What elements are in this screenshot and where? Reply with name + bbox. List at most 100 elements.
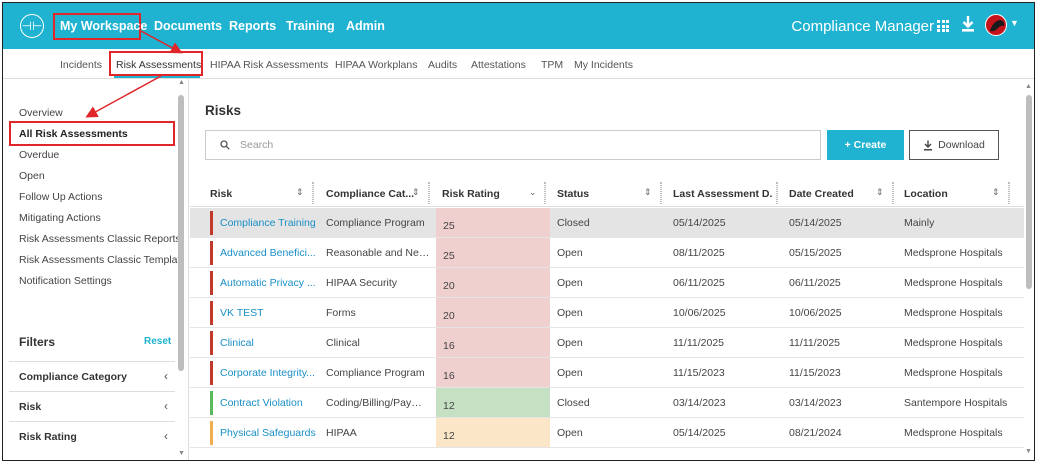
table-row[interactable]: 12 Physical Safeguards HIPAA Open 05/14/2025…: [190, 418, 1024, 448]
cell-risk[interactable]: Automatic Privacy ...: [220, 277, 316, 289]
table-row[interactable]: 16 Corporate Integrity... Compliance Progr…: [190, 358, 1024, 388]
cell-date-created: 08/21/2024: [789, 427, 842, 439]
cell-risk[interactable]: Physical Safeguards: [220, 427, 316, 439]
subnav-hipaa-risk-assessments[interactable]: HIPAA Risk Assessments: [210, 59, 329, 71]
table-row[interactable]: 16 Clinical Clinical Open 11/11/2025 11/11/20…: [190, 328, 1024, 358]
subnav-risk-assessments[interactable]: Risk Assessments: [116, 59, 202, 71]
cell-last-assessment-date: 05/14/2025: [673, 427, 726, 439]
cell-last-assessment-date: 11/15/2023: [673, 367, 725, 379]
cell-risk[interactable]: Advanced Benefici...: [220, 247, 316, 259]
nav-training[interactable]: Training: [286, 19, 335, 33]
cell-status: Closed: [557, 397, 590, 409]
risk-level-indicator: [210, 361, 213, 385]
scroll-down-arrow-icon[interactable]: ▼: [1025, 448, 1032, 455]
cell-risk[interactable]: Clinical: [220, 337, 254, 349]
filters-reset-link[interactable]: Reset: [144, 336, 172, 347]
cell-risk[interactable]: VK TEST: [220, 307, 264, 319]
download-button[interactable]: Download: [909, 130, 999, 160]
logo-glyph: ⊣⊢: [21, 19, 43, 33]
sidebar-item-follow-up-actions[interactable]: Follow Up Actions: [19, 191, 103, 203]
column-header-risk-rating[interactable]: Risk Rating ⌄: [430, 180, 546, 207]
table-row[interactable]: 25 Advanced Benefici... Reasonable and Nec…: [190, 238, 1024, 268]
subnav-my-incidents[interactable]: My Incidents: [574, 59, 633, 71]
cell-risk[interactable]: Corporate Integrity...: [220, 367, 315, 379]
filter-compliance-category[interactable]: Compliance Category ‹: [9, 361, 175, 391]
column-title: Last Assessment D...: [673, 188, 773, 200]
column-resize-handle[interactable]: [660, 182, 662, 204]
scroll-up-arrow-icon[interactable]: ▲: [1025, 83, 1032, 90]
cell-location: Medsprone Hospitals: [904, 427, 1003, 439]
column-header-status[interactable]: Status ⇕: [546, 180, 662, 207]
nav-my-workspace[interactable]: My Workspace: [60, 19, 148, 33]
sidebar-item-notification-settings[interactable]: Notification Settings: [19, 275, 112, 287]
sidebar-item-mitigating-actions[interactable]: Mitigating Actions: [19, 212, 101, 224]
sort-icon[interactable]: ⇕: [644, 187, 652, 197]
cell-risk[interactable]: Compliance Training: [220, 217, 316, 229]
cell-risk-rating: 20: [436, 298, 550, 327]
cell-risk-rating: 12: [436, 418, 550, 447]
column-title: Status: [557, 188, 590, 200]
risk-level-indicator: [210, 421, 213, 445]
sidebar-item-open[interactable]: Open: [19, 170, 45, 182]
column-resize-handle[interactable]: [428, 182, 430, 204]
cell-compliance-category: Reasonable and Nec...: [326, 247, 430, 259]
sidebar-item-classic-reports[interactable]: Risk Assessments Classic Reports: [19, 233, 181, 245]
sort-desc-icon[interactable]: ⌄: [529, 187, 537, 197]
sidebar-item-overview[interactable]: Overview: [19, 107, 63, 119]
nav-admin[interactable]: Admin: [346, 19, 385, 33]
avatar[interactable]: [985, 14, 1007, 36]
column-resize-handle[interactable]: [776, 182, 778, 204]
chevron-left-icon: ‹: [164, 399, 168, 413]
annotation-highlight-box: [53, 13, 141, 40]
column-header-last-assessment-date[interactable]: Last Assessment D...: [662, 180, 778, 207]
column-header-date-created[interactable]: Date Created ⇕: [778, 180, 894, 207]
main-scrollbar[interactable]: [1026, 95, 1032, 289]
column-header-risk[interactable]: Risk ⇕: [190, 180, 314, 207]
filter-risk[interactable]: Risk ‹: [9, 391, 175, 421]
sidebar-scrollbar[interactable]: [178, 95, 184, 371]
sort-icon[interactable]: ⇕: [296, 187, 304, 197]
sort-icon[interactable]: ⇕: [876, 187, 884, 197]
subnav-incidents[interactable]: Incidents: [60, 59, 103, 71]
cell-status: Closed: [557, 217, 590, 229]
cell-location: Santempore Hospitals: [904, 397, 1008, 409]
risk-level-indicator: [210, 331, 213, 355]
table-row[interactable]: 20 Automatic Privacy ... HIPAA Security Ope…: [190, 268, 1024, 298]
subnav-attestations[interactable]: Attestations: [471, 59, 526, 71]
table-row[interactable]: 20 VK TEST Forms Open 10/06/2025 10/06/2025 Me…: [190, 298, 1024, 328]
search-box[interactable]: [205, 130, 821, 160]
logo-icon[interactable]: ⊣⊢: [20, 14, 44, 38]
subnav-audits[interactable]: Audits: [428, 59, 458, 71]
column-resize-handle[interactable]: [1008, 182, 1010, 204]
cell-location: Mainly: [904, 217, 935, 229]
search-input[interactable]: [240, 137, 800, 153]
nav-reports[interactable]: Reports: [229, 19, 277, 33]
subnav-tpm[interactable]: TPM: [541, 59, 564, 71]
subnav-hipaa-workplans[interactable]: HIPAA Workplans: [335, 59, 418, 71]
sidebar-item-overdue[interactable]: Overdue: [19, 149, 60, 161]
table-row[interactable]: 12 Contract Violation Coding/Billing/Payme…: [190, 388, 1024, 418]
scroll-up-arrow-icon[interactable]: ▲: [178, 79, 185, 86]
chevron-down-icon[interactable]: ▼: [1010, 18, 1019, 28]
scroll-down-arrow-icon[interactable]: ▼: [178, 450, 185, 457]
sort-icon[interactable]: ⇕: [412, 187, 420, 197]
column-resize-handle[interactable]: [892, 182, 894, 204]
risks-table: Risk ⇕ Compliance Cat... ⇕ Risk Rating ⌄…: [190, 180, 1024, 460]
sidebar-item-classic-templates[interactable]: Risk Assessments Classic Templates: [19, 254, 179, 266]
column-header-location[interactable]: Location ⇕: [894, 180, 1024, 207]
sort-icon[interactable]: ⇕: [992, 187, 1000, 197]
table-row[interactable]: 25 Compliance Training Compliance Program C…: [190, 208, 1024, 238]
cell-last-assessment-date: 11/11/2025: [673, 337, 724, 349]
sidebar-item-all-risk-assessments[interactable]: All Risk Assessments: [19, 128, 128, 140]
cell-risk[interactable]: Contract Violation: [220, 397, 303, 409]
apps-grid-icon[interactable]: [937, 20, 949, 32]
cell-risk-rating: 25: [436, 238, 550, 267]
nav-documents[interactable]: Documents: [154, 19, 223, 33]
create-button[interactable]: + Create: [827, 130, 904, 160]
filter-risk-rating[interactable]: Risk Rating ‹: [9, 421, 175, 451]
column-resize-handle[interactable]: [544, 182, 546, 204]
column-header-compliance-category[interactable]: Compliance Cat... ⇕: [314, 180, 430, 207]
column-resize-handle[interactable]: [312, 182, 314, 204]
download-icon[interactable]: [960, 15, 976, 33]
top-navigation-bar: ⊣⊢ My Workspace Documents Reports Traini…: [3, 3, 1034, 49]
